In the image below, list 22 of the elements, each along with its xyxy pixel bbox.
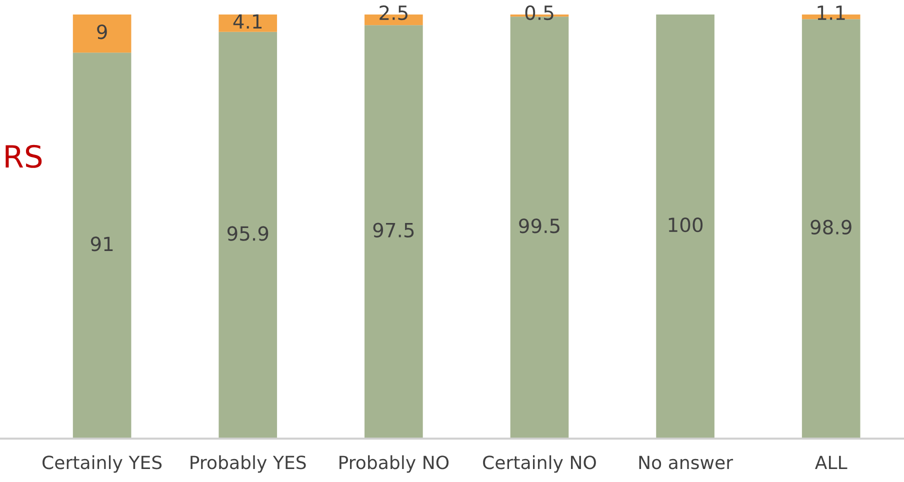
data-label: 100: [668, 217, 703, 232]
data-label: 97.5: [373, 222, 414, 238]
bar: [72, 52, 132, 439]
bar: [802, 19, 860, 439]
bar: [72, 14, 132, 53]
x-tick-label: No answer: [639, 456, 734, 470]
x-tick-label: Certainly NO: [483, 455, 596, 473]
bar: [656, 14, 714, 439]
x-tick-label: Probably YES: [190, 455, 306, 473]
x-tick-label: Certainly YES: [42, 455, 162, 473]
data-label: 91: [90, 236, 113, 252]
data-label: 4.1: [233, 14, 262, 29]
bar: [364, 25, 423, 439]
data-label: 9: [97, 24, 107, 40]
data-label: 95.9: [227, 226, 268, 241]
x-tick-label: Probably NO: [340, 455, 449, 473]
bar: [218, 32, 278, 439]
data-label: 99.5: [519, 218, 560, 234]
data-label: 98.9: [810, 220, 852, 235]
annotation: RS: [6, 144, 42, 168]
bar: [218, 14, 278, 32]
x-tick-label: ALL: [815, 456, 848, 470]
